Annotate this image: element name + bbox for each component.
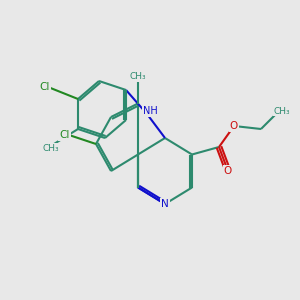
Text: O: O xyxy=(230,121,238,131)
Text: Cl: Cl xyxy=(40,82,50,92)
Text: CH₃: CH₃ xyxy=(43,144,59,153)
Text: N: N xyxy=(161,199,169,209)
Text: CH₃: CH₃ xyxy=(130,72,146,81)
Text: O: O xyxy=(224,166,232,176)
Text: Cl: Cl xyxy=(59,130,70,140)
Text: NH: NH xyxy=(142,106,158,116)
Text: CH₃: CH₃ xyxy=(274,106,290,116)
